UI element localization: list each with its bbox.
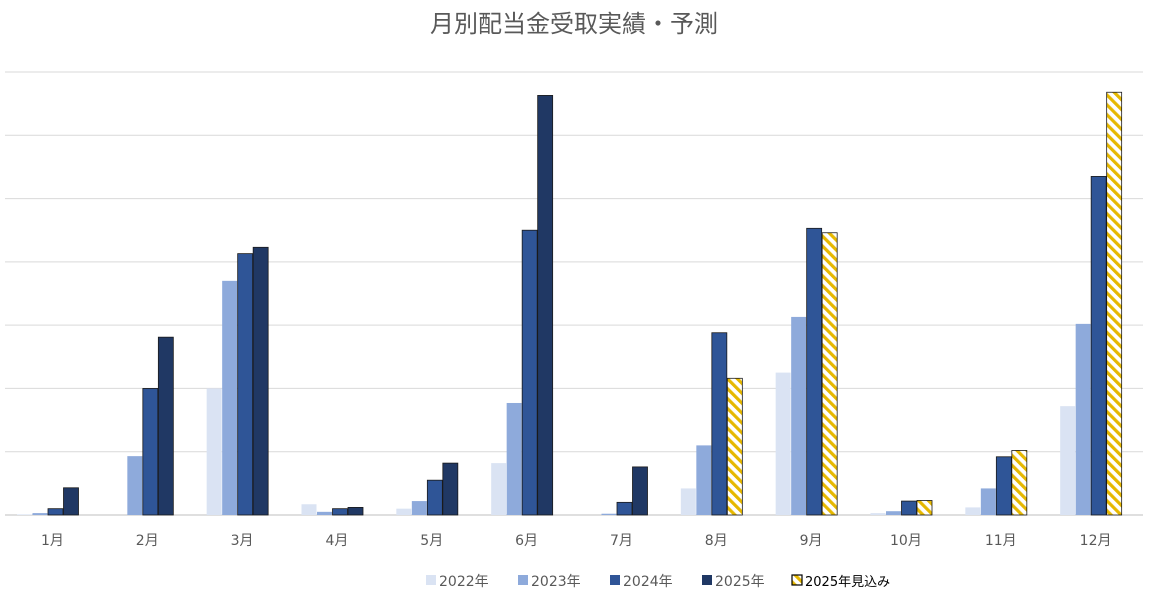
chart-title: 月別配当金受取実績・予測 <box>430 10 718 38</box>
x-tick-label: 6月 <box>515 533 538 549</box>
x-tick-label: 8月 <box>705 533 728 549</box>
x-tick-label: 9月 <box>800 533 823 549</box>
bar-2024-10 <box>901 500 917 516</box>
x-tick-label: 5月 <box>420 533 443 549</box>
legend-label: 2023年 <box>531 574 581 590</box>
bar-2023-1 <box>32 513 48 515</box>
bar-2022-1 <box>17 514 32 515</box>
legend-swatch <box>610 575 620 585</box>
bar-2025-3 <box>252 246 269 516</box>
bar-2023-9 <box>791 316 807 515</box>
bar-2025-6 <box>537 95 554 516</box>
bar-2022-10 <box>870 513 886 515</box>
x-tick-label: 7月 <box>610 533 633 549</box>
bar-2024-7 <box>616 501 633 516</box>
bar-2022-4 <box>301 504 317 515</box>
bar-2024-5 <box>426 479 443 516</box>
legend-swatch <box>518 575 528 585</box>
gridlines <box>5 71 1143 516</box>
bar-2022-8 <box>680 488 696 515</box>
bar-2025-7 <box>632 466 648 516</box>
bar-2025-forecast-10 <box>916 500 933 516</box>
bar-2025-forecast-12 <box>1106 91 1123 516</box>
bar-2023-2 <box>127 456 143 515</box>
x-axis-ticks: 1月 2月 3月 4月 5月 6月 7月 8月 9月 10月 11月 12月 <box>41 533 1112 549</box>
bar-2023-7 <box>601 513 617 515</box>
bar-2025-2 <box>157 336 174 516</box>
bar-2023-10 <box>886 511 901 515</box>
bar-2023-4 <box>317 511 332 515</box>
x-tick-label: 2月 <box>136 533 159 549</box>
bar-2024-6 <box>521 229 538 516</box>
bar-2024-1 <box>47 508 64 516</box>
bar-2023-6 <box>506 402 522 515</box>
x-tick-label: 1月 <box>41 533 64 549</box>
bar-2022-3 <box>206 388 222 515</box>
bars <box>17 91 1123 516</box>
bar-2024-9 <box>806 227 823 516</box>
x-tick-label: 11月 <box>985 533 1017 549</box>
legend-swatch <box>791 574 803 586</box>
bar-2023-8 <box>696 445 712 515</box>
x-tick-label: 10月 <box>890 533 922 549</box>
legend: 2022年 2023年 2024年 2025年 2025年見込み <box>426 574 890 590</box>
x-tick-label: 3月 <box>231 533 254 549</box>
bar-2024-8 <box>711 332 728 516</box>
bar-2025-1 <box>63 487 79 516</box>
bar-2023-5 <box>411 501 427 515</box>
legend-label: 2024年 <box>623 574 673 590</box>
bar-2023-12 <box>1075 323 1091 515</box>
bar-2024-12 <box>1090 176 1107 516</box>
bar-2024-3 <box>237 253 254 516</box>
x-tick-label: 4月 <box>325 533 348 549</box>
bar-2024-2 <box>142 388 159 516</box>
bar-2022-5 <box>396 508 412 515</box>
legend-swatch <box>426 575 436 585</box>
bar-2025-forecast-8 <box>726 377 743 516</box>
bar-2022-9 <box>775 372 791 515</box>
bar-2024-11 <box>995 456 1012 516</box>
bar-2025-forecast-11 <box>1011 450 1028 516</box>
bar-2024-4 <box>332 508 348 516</box>
legend-swatch <box>702 575 712 585</box>
bar-2022-12 <box>1060 406 1076 515</box>
bar-2025-5 <box>442 462 459 516</box>
bar-2025-forecast-9 <box>821 232 838 516</box>
bar-2025-4 <box>347 507 364 516</box>
x-tick-label: 12月 <box>1080 533 1112 549</box>
legend-label: 2025年見込み <box>805 575 890 590</box>
bar-2023-11 <box>980 488 996 515</box>
legend-label: 2025年 <box>715 574 765 590</box>
legend-label: 2022年 <box>439 574 489 590</box>
bar-2022-11 <box>965 507 981 515</box>
bar-2023-3 <box>222 280 238 515</box>
bar-2022-6 <box>491 463 507 515</box>
